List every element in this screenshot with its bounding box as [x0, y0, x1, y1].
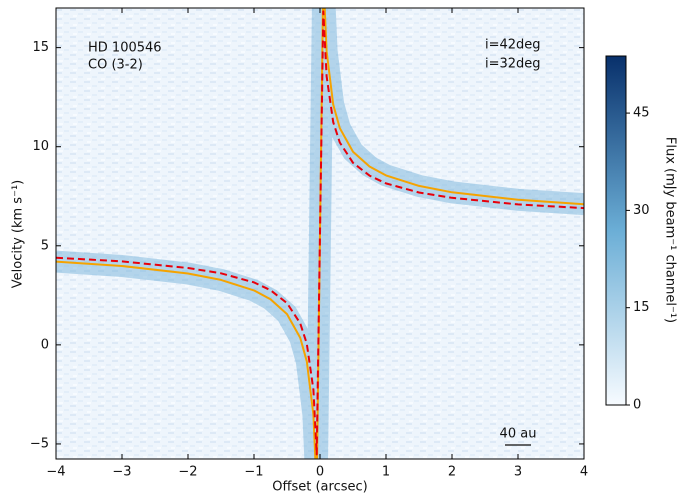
- colorbar-tick-label: 0: [633, 398, 641, 413]
- legend-label: i=42deg: [485, 38, 541, 53]
- y-tick-label: 0: [41, 337, 49, 352]
- x-tick-label: −1: [244, 465, 263, 480]
- y-axis-label: Velocity (km s⁻¹): [11, 180, 26, 288]
- y-tick-label: −5: [30, 436, 49, 451]
- x-tick-label: 2: [448, 465, 456, 480]
- x-tick-label: −3: [112, 465, 131, 480]
- colorbar: [605, 55, 627, 406]
- colorbar-tick-label: 30: [633, 203, 650, 218]
- y-tick-label: 10: [32, 139, 49, 154]
- y-tick-label: 5: [41, 238, 49, 253]
- colorbar-tick-label: 15: [633, 300, 650, 315]
- x-tick-label: −2: [178, 465, 197, 480]
- x-tick-label: −4: [46, 465, 65, 480]
- x-tick-label: 3: [514, 465, 522, 480]
- annotation: 40 au: [500, 427, 537, 442]
- y-tick-label: 15: [32, 40, 49, 55]
- legend-label: i=32deg: [485, 57, 541, 72]
- colorbar-tick-label: 45: [633, 106, 650, 121]
- x-tick-label: 0: [316, 465, 324, 480]
- plot-area: [56, 8, 584, 459]
- model-curve: [56, 10, 584, 456]
- annotation: CO (3-2): [88, 58, 143, 73]
- annotation: HD 100546: [88, 41, 162, 56]
- x-axis-label: Offset (arcsec): [272, 480, 367, 495]
- colorbar-label: Flux (mJy beam⁻¹ channel⁻¹): [663, 137, 678, 323]
- x-tick-label: 4: [580, 465, 588, 480]
- x-tick-label: 1: [382, 465, 390, 480]
